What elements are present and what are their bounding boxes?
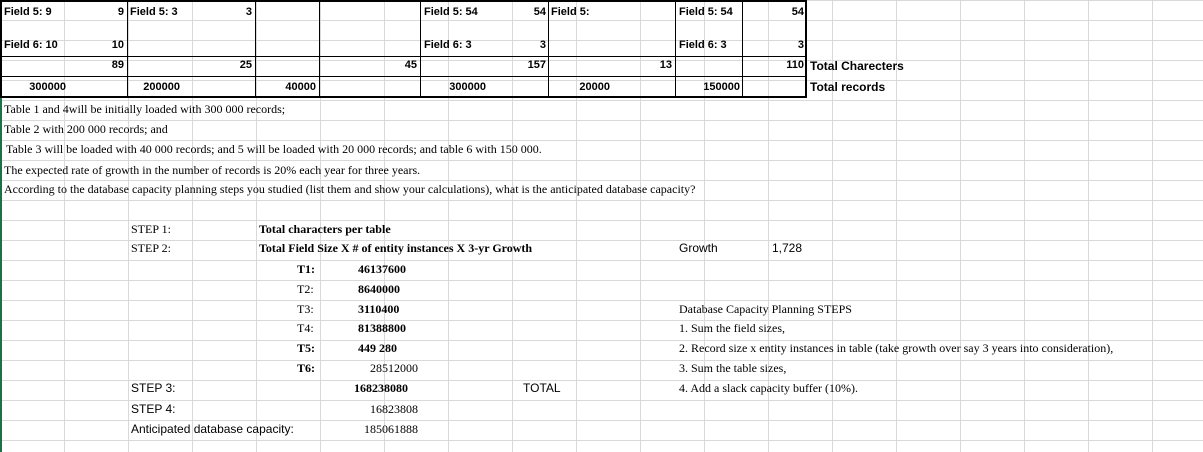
planning-step-1[interactable]: 1. Sum the field sizes, xyxy=(679,321,785,335)
cell-field5-t2[interactable]: Field 5: 3 xyxy=(130,6,178,18)
table-size-label[interactable]: T1: xyxy=(297,262,315,276)
table-size-label[interactable]: T4: xyxy=(297,321,314,335)
table-size-label[interactable]: T3: xyxy=(297,302,314,316)
step1-description[interactable]: Total characters per table xyxy=(259,222,391,236)
step2-label[interactable]: STEP 2: xyxy=(131,241,171,255)
step2-description[interactable]: Total Field Size X # of entity instances… xyxy=(259,241,533,255)
cell-total-chars[interactable]: 13 xyxy=(659,59,672,71)
cell-records[interactable]: 300000 xyxy=(29,81,66,93)
cell-value[interactable]: 3 xyxy=(245,6,252,18)
question-line-3[interactable]: Table 3 will be loaded with 40 000 recor… xyxy=(6,142,542,156)
planning-step-3[interactable]: 3. Sum the table sizes, xyxy=(679,361,787,375)
cell-records[interactable]: 40000 xyxy=(285,81,316,93)
cell-field5-t5[interactable]: Field 5: 54 xyxy=(424,6,478,18)
table-size-value[interactable]: 28512000 xyxy=(370,361,418,375)
cell-field6-t5[interactable]: Field 6: 3 xyxy=(424,39,472,51)
cell-total-chars[interactable]: 110 xyxy=(786,59,804,71)
cell-records[interactable]: 200000 xyxy=(143,81,180,93)
step4-label[interactable]: STEP 4: xyxy=(131,402,176,416)
cell-total-chars[interactable]: 25 xyxy=(239,59,252,71)
field-table-border xyxy=(0,0,807,98)
question-line-2[interactable]: Table 2 with 200 000 records; and xyxy=(4,122,168,136)
cell-value[interactable]: 9 xyxy=(117,6,124,18)
cell-total-chars[interactable]: 89 xyxy=(111,59,124,71)
cell-value[interactable]: 3 xyxy=(797,39,804,51)
cell-records[interactable]: 150000 xyxy=(703,81,740,93)
step3-value[interactable]: 168238080 xyxy=(354,381,408,395)
cell-value[interactable]: 54 xyxy=(533,6,546,18)
cell-value[interactable]: 3 xyxy=(539,39,546,51)
cell-value[interactable]: 10 xyxy=(111,39,124,51)
cell-total-chars[interactable]: 157 xyxy=(527,59,546,71)
cell-total-chars[interactable]: 45 xyxy=(404,59,417,71)
table-size-value[interactable]: 46137600 xyxy=(358,262,406,276)
planning-step-2[interactable]: 2. Record size x entity instances in tab… xyxy=(679,341,1114,355)
step3-label[interactable]: STEP 3: xyxy=(131,381,176,395)
table-size-value[interactable]: 8640000 xyxy=(358,282,400,296)
table-size-label[interactable]: T2: xyxy=(297,282,314,296)
step1-label[interactable]: STEP 1: xyxy=(131,222,171,236)
question-line-4[interactable]: The expected rate of growth in the numbe… xyxy=(4,163,421,177)
capacity-value[interactable]: 185061888 xyxy=(364,422,418,436)
total-label[interactable]: TOTAL xyxy=(523,381,561,395)
total-records-label[interactable]: Total records xyxy=(810,80,886,94)
table-size-value[interactable]: 81388800 xyxy=(358,321,406,335)
total-characters-label[interactable]: Total Charecters xyxy=(810,59,904,73)
growth-label[interactable]: Growth xyxy=(679,241,718,255)
question-line-5[interactable]: According to the database capacity plann… xyxy=(4,182,696,196)
cell-records[interactable]: 300000 xyxy=(449,81,486,93)
cell-field5-t6[interactable]: Field 5: xyxy=(551,6,590,18)
capacity-label[interactable]: Anticipated database capacity: xyxy=(131,422,294,436)
step4-value[interactable]: 16823808 xyxy=(370,402,418,416)
cell-records[interactable]: 20000 xyxy=(579,81,610,93)
cell-field6-t7[interactable]: Field 6: 3 xyxy=(679,39,727,51)
cell-value[interactable]: 54 xyxy=(791,6,804,18)
planning-title[interactable]: Database Capacity Planning STEPS xyxy=(679,302,852,316)
cell-field5-t7[interactable]: Field 5: 54 xyxy=(679,6,733,18)
cell-field6-t1[interactable]: Field 6: 10 xyxy=(4,39,58,51)
growth-value[interactable]: 1,728 xyxy=(771,241,802,255)
table-size-value[interactable]: 3110400 xyxy=(358,302,400,316)
table-size-value[interactable]: 449 280 xyxy=(358,341,397,355)
selection-edge xyxy=(0,0,2,452)
planning-step-4[interactable]: 4. Add a slack capacity buffer (10%). xyxy=(679,381,859,395)
cell-field5-t1[interactable]: Field 5: 9 xyxy=(4,6,52,18)
table-size-label[interactable]: T5: xyxy=(297,341,315,355)
question-line-1[interactable]: Table 1 and 4will be initially loaded wi… xyxy=(4,102,286,116)
table-size-label[interactable]: T6: xyxy=(297,361,315,375)
